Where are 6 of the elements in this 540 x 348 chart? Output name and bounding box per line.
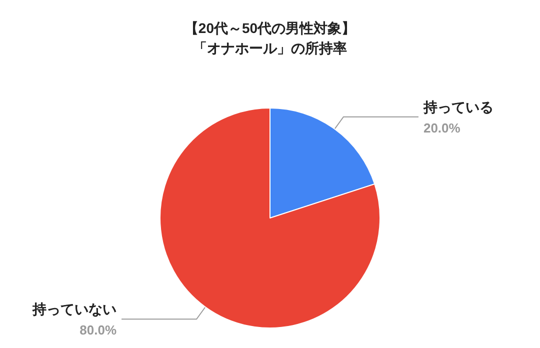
data-label: 20.0% bbox=[423, 120, 461, 136]
slice-label: 持っていない bbox=[32, 301, 117, 318]
chart-subtitle: 「オナホール」の所持率 bbox=[193, 40, 347, 56]
chart-title: 【20代～50代の男性対象】 bbox=[184, 20, 356, 36]
data-label: 80.0% bbox=[80, 322, 117, 338]
slice-label: 持っている bbox=[422, 98, 494, 115]
